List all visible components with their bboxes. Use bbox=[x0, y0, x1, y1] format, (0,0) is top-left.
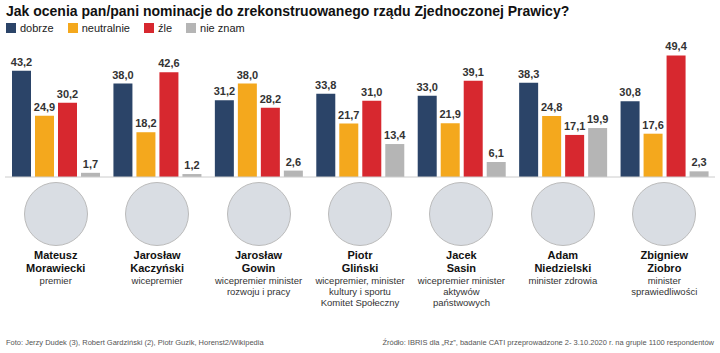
html-text:Jacek: Jacek bbox=[446, 249, 477, 261]
html-text:Adam: Adam bbox=[547, 249, 579, 261]
html-text:Jarosław: Jarosław bbox=[235, 249, 283, 261]
html-text:neutralnie: neutralnie bbox=[81, 22, 130, 34]
html-text:minister zdrowia: minister zdrowia bbox=[528, 275, 598, 286]
html-text:Jarosław: Jarosław bbox=[133, 249, 181, 261]
svg-text:31,2: 31,2 bbox=[214, 85, 235, 97]
html-text:Zbigniew: Zbigniew bbox=[640, 249, 689, 261]
html-text:źle: źle bbox=[158, 22, 172, 34]
svg-text:33,0: 33,0 bbox=[417, 81, 438, 93]
html-text:Niedzielski: Niedzielski bbox=[534, 262, 592, 274]
svg-text:38,0: 38,0 bbox=[237, 69, 258, 81]
svg-text:18,2: 18,2 bbox=[135, 117, 156, 129]
html-text:wicepremier minister aktywów p: wicepremier minister aktywów państwowych bbox=[417, 275, 505, 308]
svg-text:33,8: 33,8 bbox=[315, 79, 336, 91]
svg-text:1,7: 1,7 bbox=[83, 158, 98, 170]
svg-text:38,3: 38,3 bbox=[518, 68, 539, 80]
html-text:Gowin: Gowin bbox=[241, 262, 276, 274]
svg-text:30,2: 30,2 bbox=[57, 88, 78, 100]
svg-text:17,1: 17,1 bbox=[564, 120, 585, 132]
html-text:Ziobro: Ziobro bbox=[647, 262, 682, 274]
svg-text:2,6: 2,6 bbox=[286, 156, 301, 168]
html-text:nie znam: nie znam bbox=[200, 22, 245, 34]
svg-text:42,6: 42,6 bbox=[158, 57, 179, 69]
svg-text:21,7: 21,7 bbox=[338, 109, 359, 121]
html-text:minister sprawiedliwości: minister sprawiedliwości bbox=[631, 275, 698, 297]
html-text:Gliński: Gliński bbox=[341, 262, 379, 274]
html-text:Morawiecki: Morawiecki bbox=[26, 262, 86, 274]
svg-text:49,4: 49,4 bbox=[665, 40, 687, 52]
html-text:dobrze: dobrze bbox=[20, 22, 54, 34]
svg-text:39,1: 39,1 bbox=[463, 66, 484, 78]
svg-text:6,1: 6,1 bbox=[489, 147, 504, 159]
html-text:premier: premier bbox=[39, 275, 72, 286]
svg-text:2,3: 2,3 bbox=[691, 156, 706, 168]
svg-text:43,2: 43,2 bbox=[11, 56, 32, 68]
svg-text:31,0: 31,0 bbox=[361, 86, 382, 98]
svg-text:24,8: 24,8 bbox=[541, 101, 562, 113]
html-text:Piotr: Piotr bbox=[347, 249, 373, 261]
svg-text:30,8: 30,8 bbox=[619, 86, 640, 98]
svg-text:1,2: 1,2 bbox=[184, 159, 199, 171]
html-text:Jak ocenia pan/pani nominacje: Jak ocenia pan/pani nominacje do zrekons… bbox=[6, 3, 570, 19]
html-text:Źródło: IBRIS dla „Rz”, badani: Źródło: IBRIS dla „Rz”, badanie CATI prz… bbox=[382, 338, 714, 347]
html-text:wicepremier, minister kultury: wicepremier, minister kultury i sportu K… bbox=[315, 275, 405, 308]
html-text:Sasin: Sasin bbox=[446, 262, 477, 274]
svg-text:28,2: 28,2 bbox=[260, 93, 281, 105]
html-text:wicepremier minister rozwoju i: wicepremier minister rozwoju i pracy bbox=[215, 275, 303, 297]
svg-text:17,6: 17,6 bbox=[642, 119, 663, 131]
svg-text:21,9: 21,9 bbox=[440, 108, 461, 120]
svg-text:38,0: 38,0 bbox=[112, 69, 133, 81]
svg-text:19,9: 19,9 bbox=[587, 113, 608, 125]
svg-text:24,9: 24,9 bbox=[34, 101, 55, 113]
html-text:wicepremier: wicepremier bbox=[131, 275, 183, 286]
svg-text:13,4: 13,4 bbox=[384, 129, 406, 141]
html-text:Mateusz: Mateusz bbox=[34, 249, 78, 261]
html-text:Kaczyński: Kaczyński bbox=[130, 262, 184, 274]
html-text:Foto: Jerzy Dudek (3), Robert: Foto: Jerzy Dudek (3), Robert Gardziński… bbox=[6, 338, 264, 347]
